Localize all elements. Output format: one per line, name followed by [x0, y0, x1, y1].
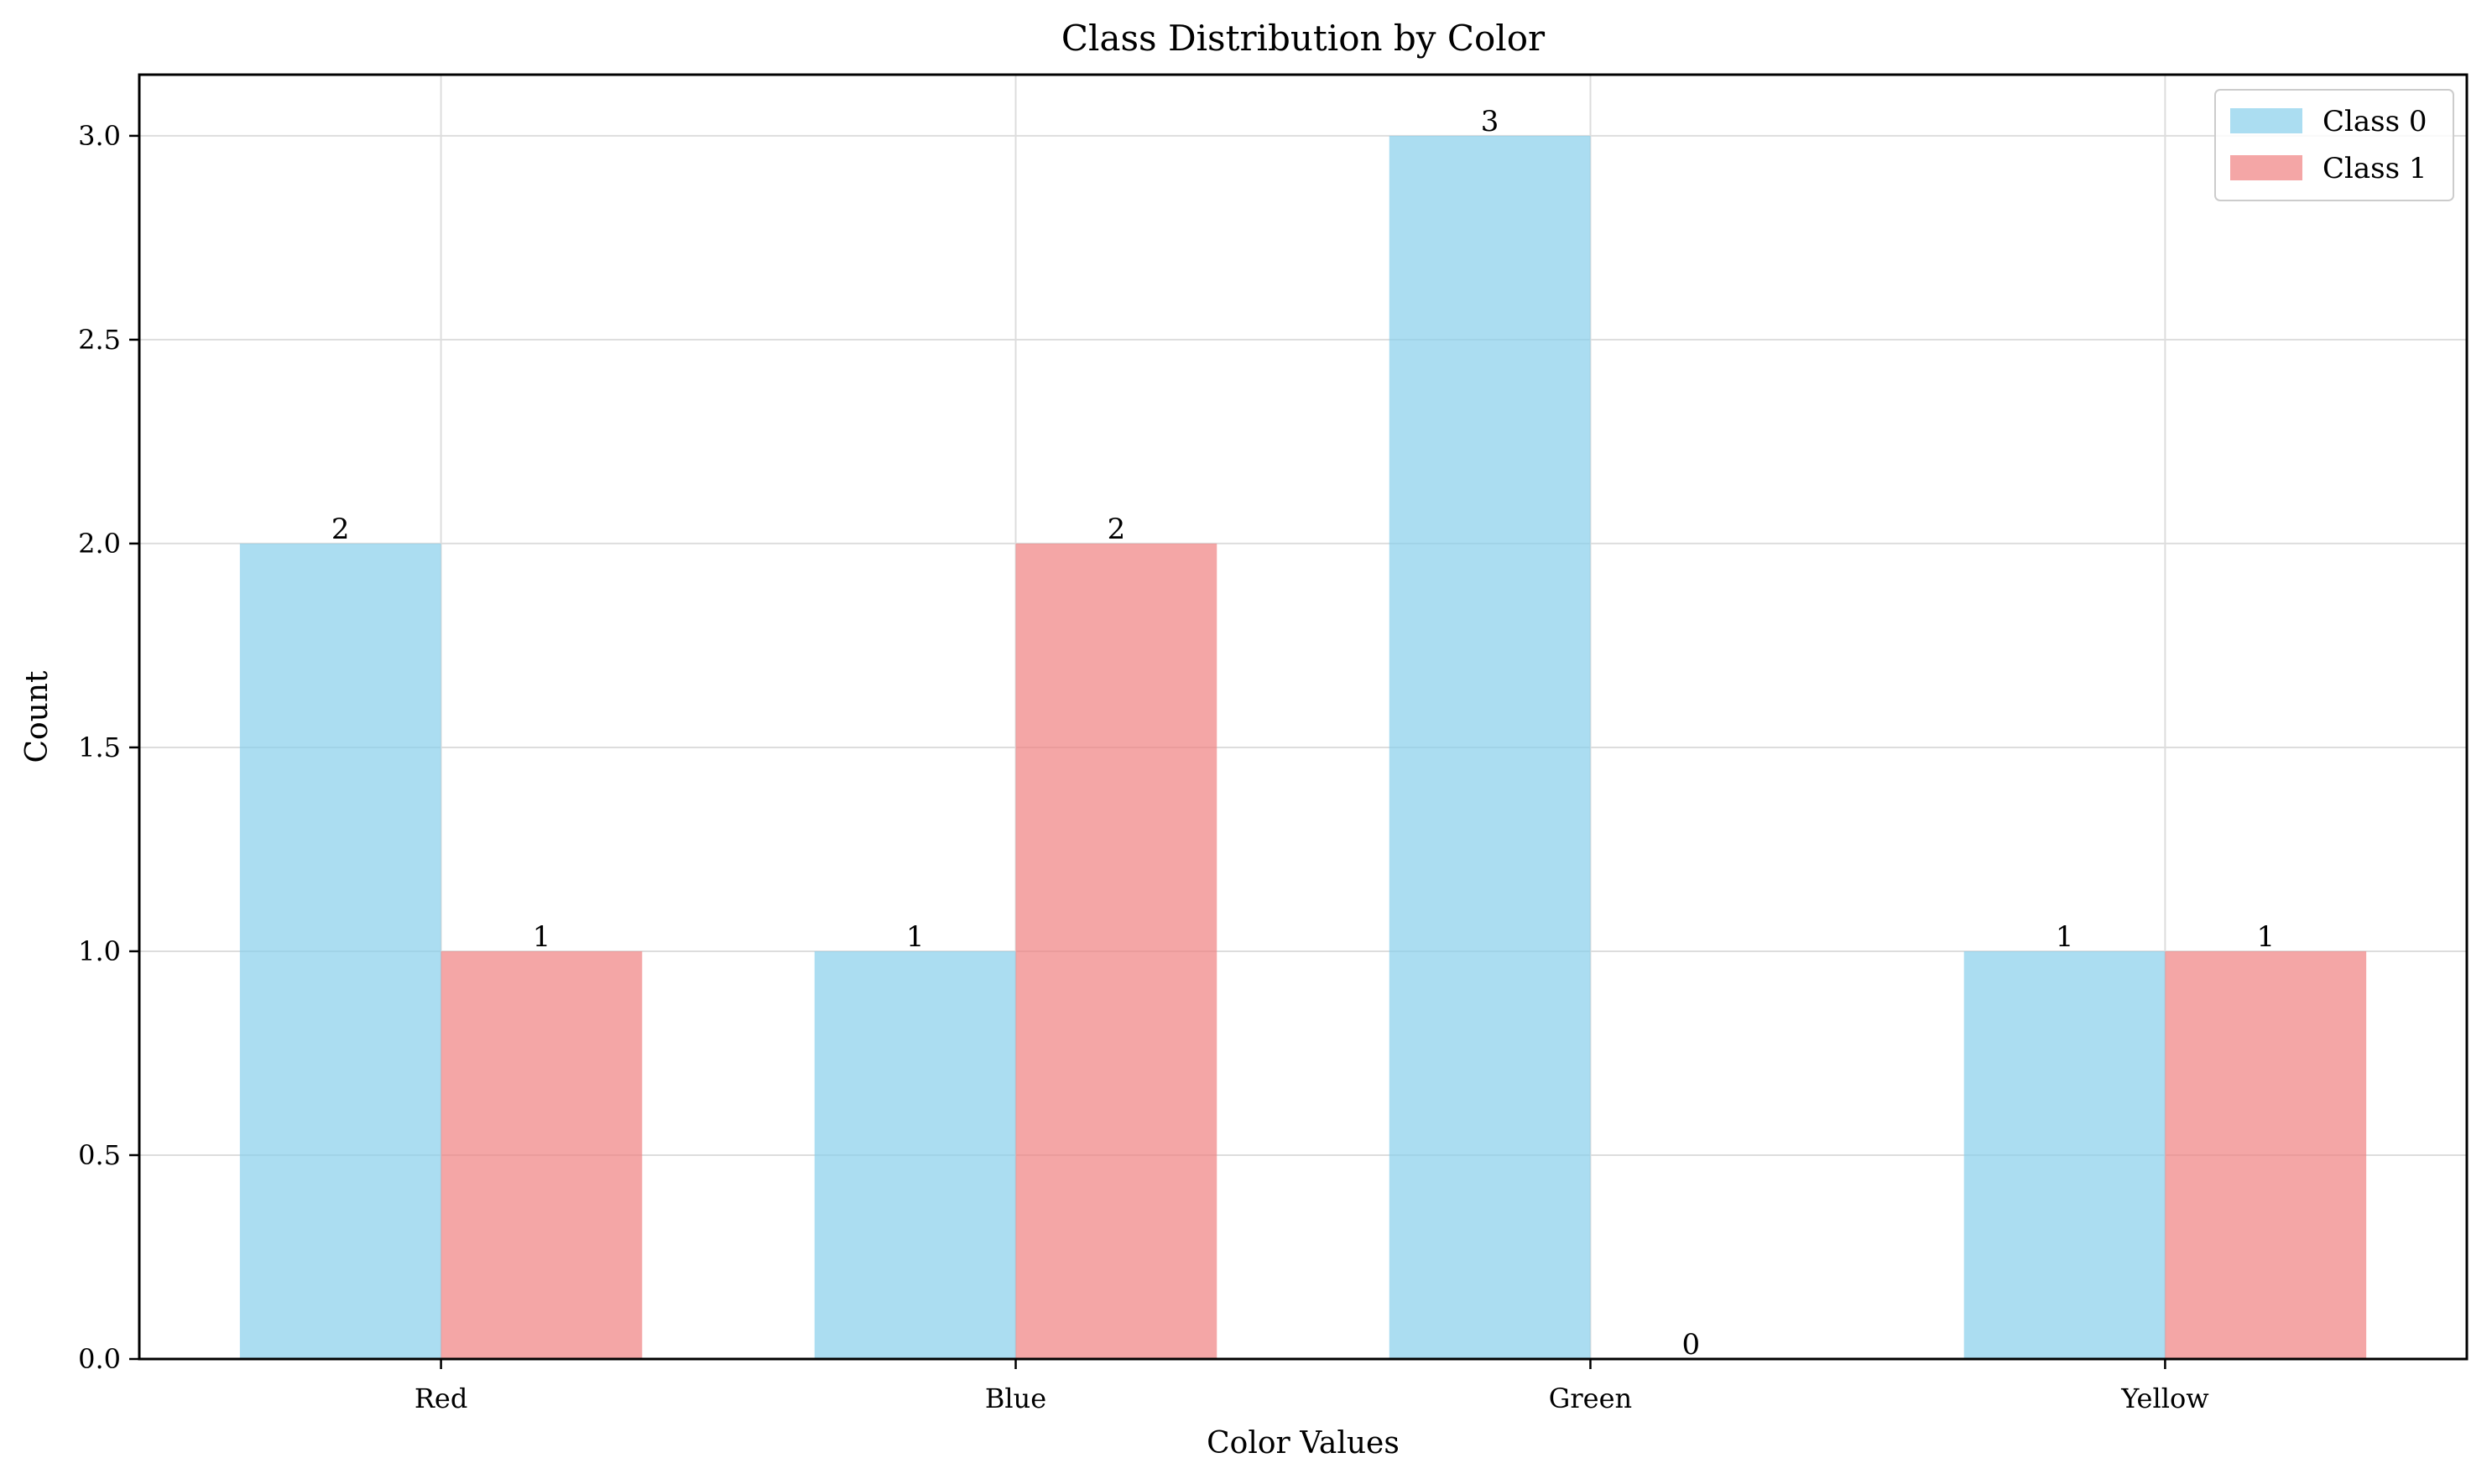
- y-tick-label: 3.0: [78, 120, 121, 152]
- y-axis-label: Count: [20, 670, 55, 763]
- y-tick-label: 1.0: [78, 935, 121, 967]
- bar-class-0-red: [239, 543, 441, 1359]
- bars: [239, 135, 2367, 1359]
- data-labels: 2 1 3 1 1 2 0 1: [331, 105, 2275, 1362]
- x-tick-label: Green: [1549, 1382, 1632, 1414]
- bar-class-0-blue: [814, 950, 1016, 1359]
- bar-value-label: 1: [906, 920, 925, 954]
- x-axis-label: Color Values: [1207, 1426, 1400, 1461]
- legend-label-class-1: Class 1: [2323, 152, 2427, 185]
- bar-class-0-green: [1389, 135, 1591, 1359]
- legend-label-class-0: Class 0: [2323, 105, 2427, 138]
- x-tick-label: Yellow: [2120, 1382, 2208, 1414]
- chart-title: Class Distribution by Color: [1061, 18, 1546, 59]
- y-tick-label: 2.5: [78, 324, 121, 356]
- bar-value-label: 1: [2256, 920, 2275, 954]
- plot-frame: [138, 73, 2469, 1361]
- bar-value-label: 1: [2056, 920, 2074, 954]
- legend-swatch-class-0: [2230, 108, 2302, 133]
- bar-value-label: 0: [1682, 1328, 1701, 1362]
- bar-class-0-yellow: [1963, 950, 2166, 1359]
- bar-class-1-blue: [1015, 543, 1217, 1359]
- y-tick-label: 2.0: [78, 528, 121, 560]
- bar-value-label: 2: [1108, 513, 1126, 546]
- bar-value-label: 1: [533, 920, 551, 954]
- bar-value-label: 3: [1481, 105, 1499, 138]
- ticks: 0.0 0.5 1.0 1.5 2.0 2.5 3.0 Red Blue Green Yellow: [78, 120, 2209, 1414]
- bar-class-1-red: [441, 950, 643, 1359]
- x-tick-label: Blue: [985, 1382, 1046, 1414]
- y-tick-label: 0.0: [78, 1343, 121, 1375]
- bar-value-label: 2: [331, 513, 350, 546]
- bar-class-1-yellow: [2165, 950, 2367, 1359]
- y-tick-label: 0.5: [78, 1139, 121, 1171]
- legend: Class 0 Class 1: [2214, 89, 2454, 201]
- legend-swatch-class-1: [2230, 155, 2302, 180]
- x-tick-label: Red: [414, 1382, 468, 1414]
- y-tick-label: 1.5: [78, 732, 121, 763]
